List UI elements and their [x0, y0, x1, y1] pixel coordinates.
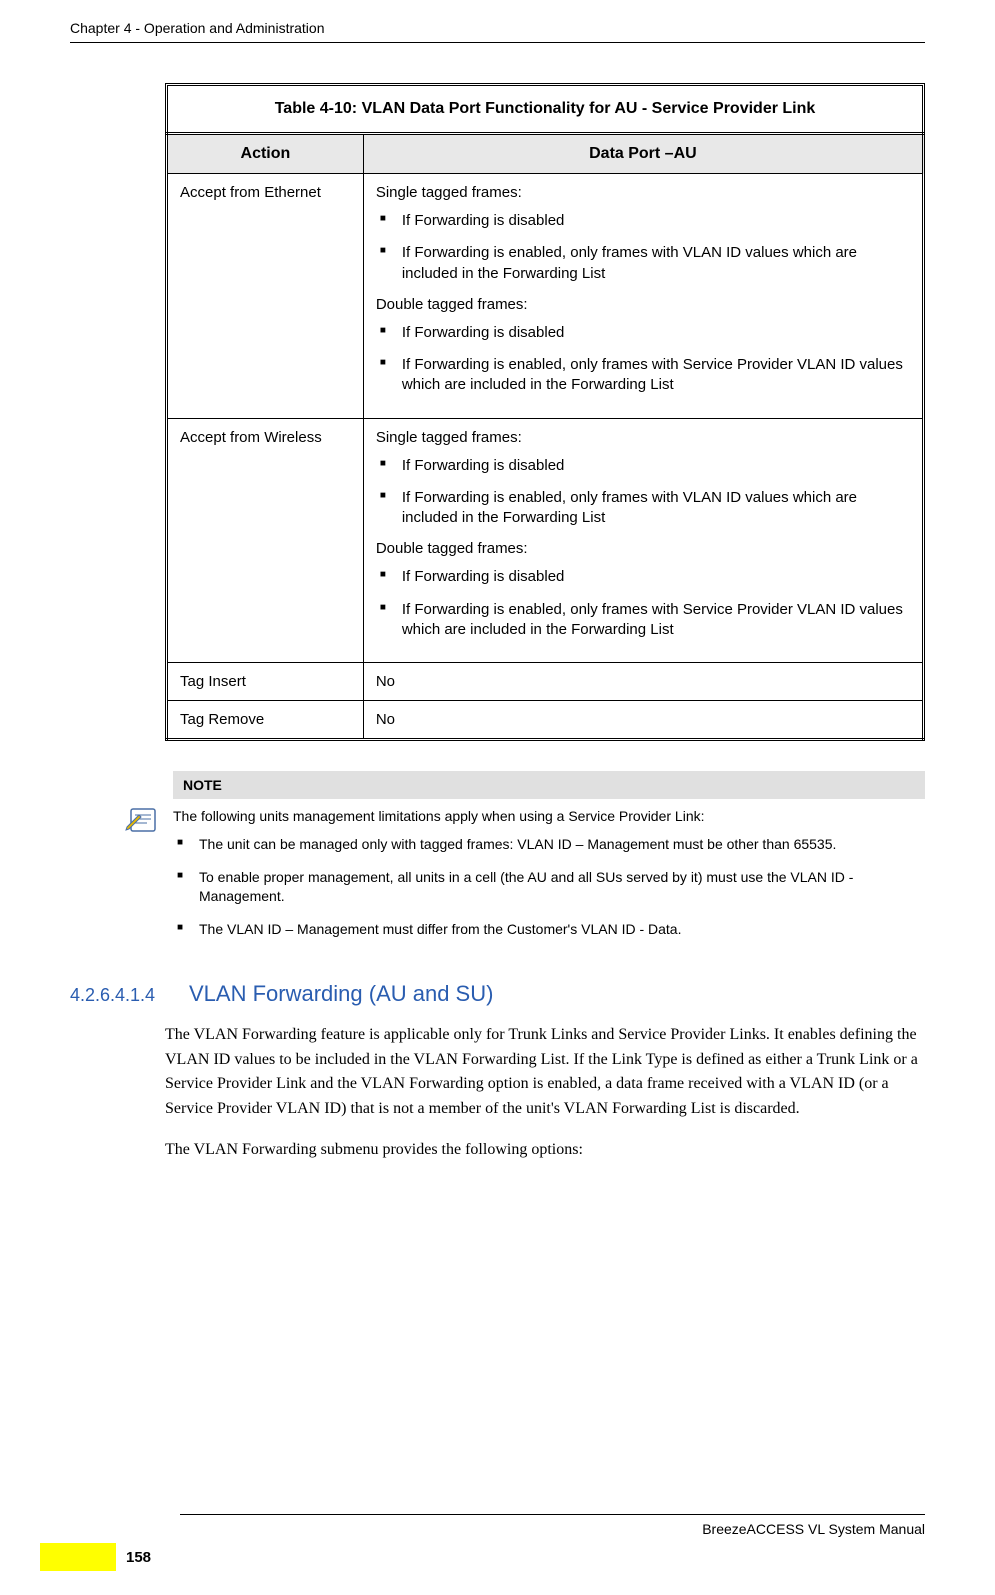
- table-row: Accept from Wireless Single tagged frame…: [167, 418, 924, 663]
- note-intro: The following units management limitatio…: [173, 807, 925, 825]
- cell-dataport: No: [363, 701, 923, 740]
- cell-action: Tag Remove: [167, 701, 364, 740]
- table-caption: Table 4-10: VLAN Data Port Functionality…: [165, 83, 925, 132]
- table-row: Tag Insert No: [167, 663, 924, 701]
- note-item: The VLAN ID – Management must differ fro…: [173, 920, 925, 939]
- cell-action: Accept from Wireless: [167, 418, 364, 663]
- list-item: If Forwarding is disabled: [376, 567, 910, 587]
- cell-action: Accept from Ethernet: [167, 174, 364, 419]
- frames-heading: Single tagged frames:: [376, 429, 910, 446]
- col-header-dataport: Data Port –AU: [363, 134, 923, 174]
- section-number: 4.2.6.4.1.4: [70, 985, 165, 1006]
- list-item: If Forwarding is enabled, only frames wi…: [376, 488, 910, 529]
- list-item: If Forwarding is disabled: [376, 456, 910, 476]
- frames-heading: Single tagged frames:: [376, 184, 910, 201]
- cell-action: Tag Insert: [167, 663, 364, 701]
- list-item: If Forwarding is enabled, only frames wi…: [376, 355, 910, 396]
- yellow-marker: [40, 1543, 116, 1571]
- note-label: NOTE: [173, 771, 925, 799]
- list-item: If Forwarding is enabled, only frames wi…: [376, 600, 910, 641]
- list-item: If Forwarding is disabled: [376, 211, 910, 231]
- list-item: If Forwarding is disabled: [376, 323, 910, 343]
- chapter-title: Chapter 4 - Operation and Administration: [70, 20, 324, 36]
- page-footer: BreezeACCESS VL System Manual 158: [40, 1514, 925, 1571]
- note-item: To enable proper management, all units i…: [173, 868, 925, 906]
- page-header: Chapter 4 - Operation and Administration: [70, 0, 925, 43]
- table-row: Tag Remove No: [167, 701, 924, 740]
- section-title: VLAN Forwarding (AU and SU): [189, 981, 493, 1007]
- list-item: If Forwarding is enabled, only frames wi…: [376, 243, 910, 284]
- note-icon: [125, 771, 161, 953]
- page-number: 158: [126, 1549, 151, 1566]
- vlan-table: Table 4-10: VLAN Data Port Functionality…: [165, 83, 925, 741]
- table-row: Accept from Ethernet Single tagged frame…: [167, 174, 924, 419]
- cell-dataport: Single tagged frames: If Forwarding is d…: [363, 174, 923, 419]
- note-item: The unit can be managed only with tagged…: [173, 835, 925, 854]
- col-header-action: Action: [167, 134, 364, 174]
- frames-heading: Double tagged frames:: [376, 296, 910, 313]
- body-paragraph: The VLAN Forwarding submenu provides the…: [165, 1138, 925, 1163]
- cell-dataport: No: [363, 663, 923, 701]
- manual-title: BreezeACCESS VL System Manual: [180, 1514, 925, 1537]
- cell-dataport: Single tagged frames: If Forwarding is d…: [363, 418, 923, 663]
- body-paragraph: The VLAN Forwarding feature is applicabl…: [165, 1023, 925, 1122]
- frames-heading: Double tagged frames:: [376, 540, 910, 557]
